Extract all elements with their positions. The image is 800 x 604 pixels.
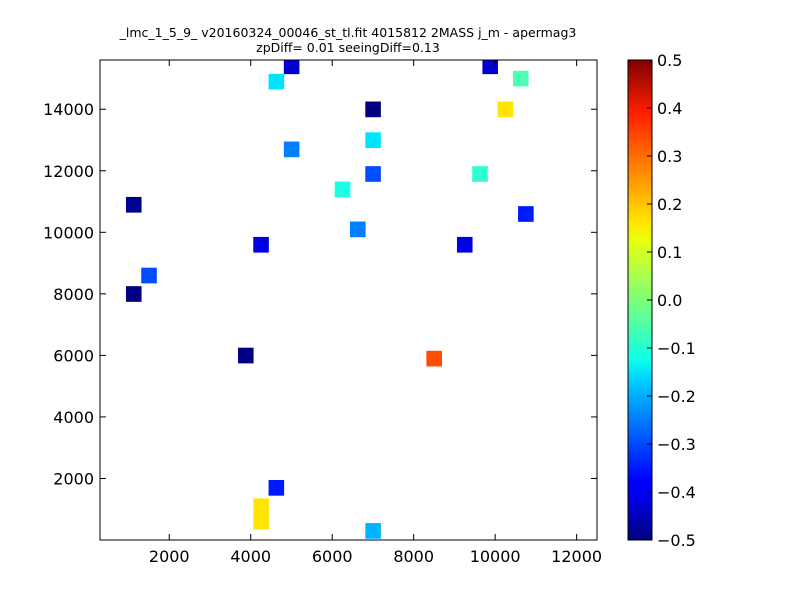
- colorbar-tick-label: −0.5: [657, 531, 696, 550]
- chart-title-line1: _lmc_1_5_9_ v20160324_00046_st_tl.fit 40…: [119, 25, 577, 40]
- colorbar-tick-label: 0.1: [657, 243, 682, 262]
- heatmap-cell: [472, 166, 488, 182]
- heatmap-cell: [512, 70, 529, 87]
- y-tick-label: 2000: [53, 469, 94, 488]
- heatmap-cell: [518, 206, 534, 222]
- heatmap-cell: [283, 60, 300, 75]
- heatmap-cell: [334, 181, 351, 198]
- y-tick-label: 10000: [43, 223, 94, 242]
- x-tick-label: 12000: [551, 547, 602, 566]
- y-tick-label: 4000: [53, 408, 94, 427]
- colorbar-tick-label: −0.3: [657, 435, 696, 454]
- colorbar-tick-label: 0.2: [657, 195, 682, 214]
- colorbar-tick-label: −0.4: [657, 483, 696, 502]
- colorbar-tick-label: −0.1: [657, 339, 696, 358]
- chart-title-line2: zpDiff= 0.01 seeingDiff=0.13: [256, 40, 440, 55]
- colorbar-tick-label: 0.4: [657, 99, 682, 118]
- heatmap-cell: [253, 498, 269, 515]
- colorbar-tick-label: −0.2: [657, 387, 696, 406]
- x-tick-label: 8000: [393, 547, 434, 566]
- heatmap-cell: [237, 347, 254, 364]
- colorbar-tick-label: 0.0: [657, 291, 682, 310]
- heatmap-cell: [141, 267, 157, 284]
- x-tick-label: 6000: [312, 547, 353, 566]
- heatmap-cell: [365, 166, 381, 182]
- heatmap-cell: [253, 236, 269, 253]
- heatmap-cell: [268, 480, 285, 496]
- heatmap-cells: [125, 60, 534, 539]
- y-tick-label: 8000: [53, 285, 94, 304]
- y-tick-label: 12000: [43, 162, 94, 181]
- x-tick-label: 4000: [230, 547, 271, 566]
- heatmap-cell: [456, 236, 473, 253]
- y-axis: 2000 4000 6000 8000 10000 12000 14000: [43, 100, 597, 488]
- heatmap-cell: [365, 132, 381, 148]
- colorbar-tick-label: 0.3: [657, 147, 682, 166]
- heatmap-cell: [365, 101, 381, 118]
- x-tick-label: 2000: [149, 547, 190, 566]
- heatmap-cell: [268, 73, 285, 90]
- colorbar-tick-label: 0.5: [657, 51, 682, 70]
- heatmap-cell: [350, 221, 366, 238]
- heatmap-cell: [253, 513, 269, 530]
- heatmap-cell: [482, 60, 499, 75]
- x-tick-label: 10000: [470, 547, 521, 566]
- heatmap-cell: [283, 141, 300, 158]
- colorbar-axis: −0.5 −0.4 −0.3 −0.2 −0.1 0.0 0.1 0.2 0.3 0.4 0.5: [647, 51, 696, 550]
- heatmap-cell: [497, 101, 514, 118]
- heatmap-cell: [426, 350, 442, 367]
- heatmap-cell: [125, 286, 142, 302]
- y-tick-label: 6000: [53, 346, 94, 365]
- y-tick-label: 14000: [43, 100, 94, 119]
- heatmap-cell: [365, 523, 381, 539]
- heatmap-cell: [125, 196, 142, 213]
- x-axis: 2000 4000 6000 8000 10000 12000: [149, 60, 602, 566]
- plot-frame: [99, 59, 598, 541]
